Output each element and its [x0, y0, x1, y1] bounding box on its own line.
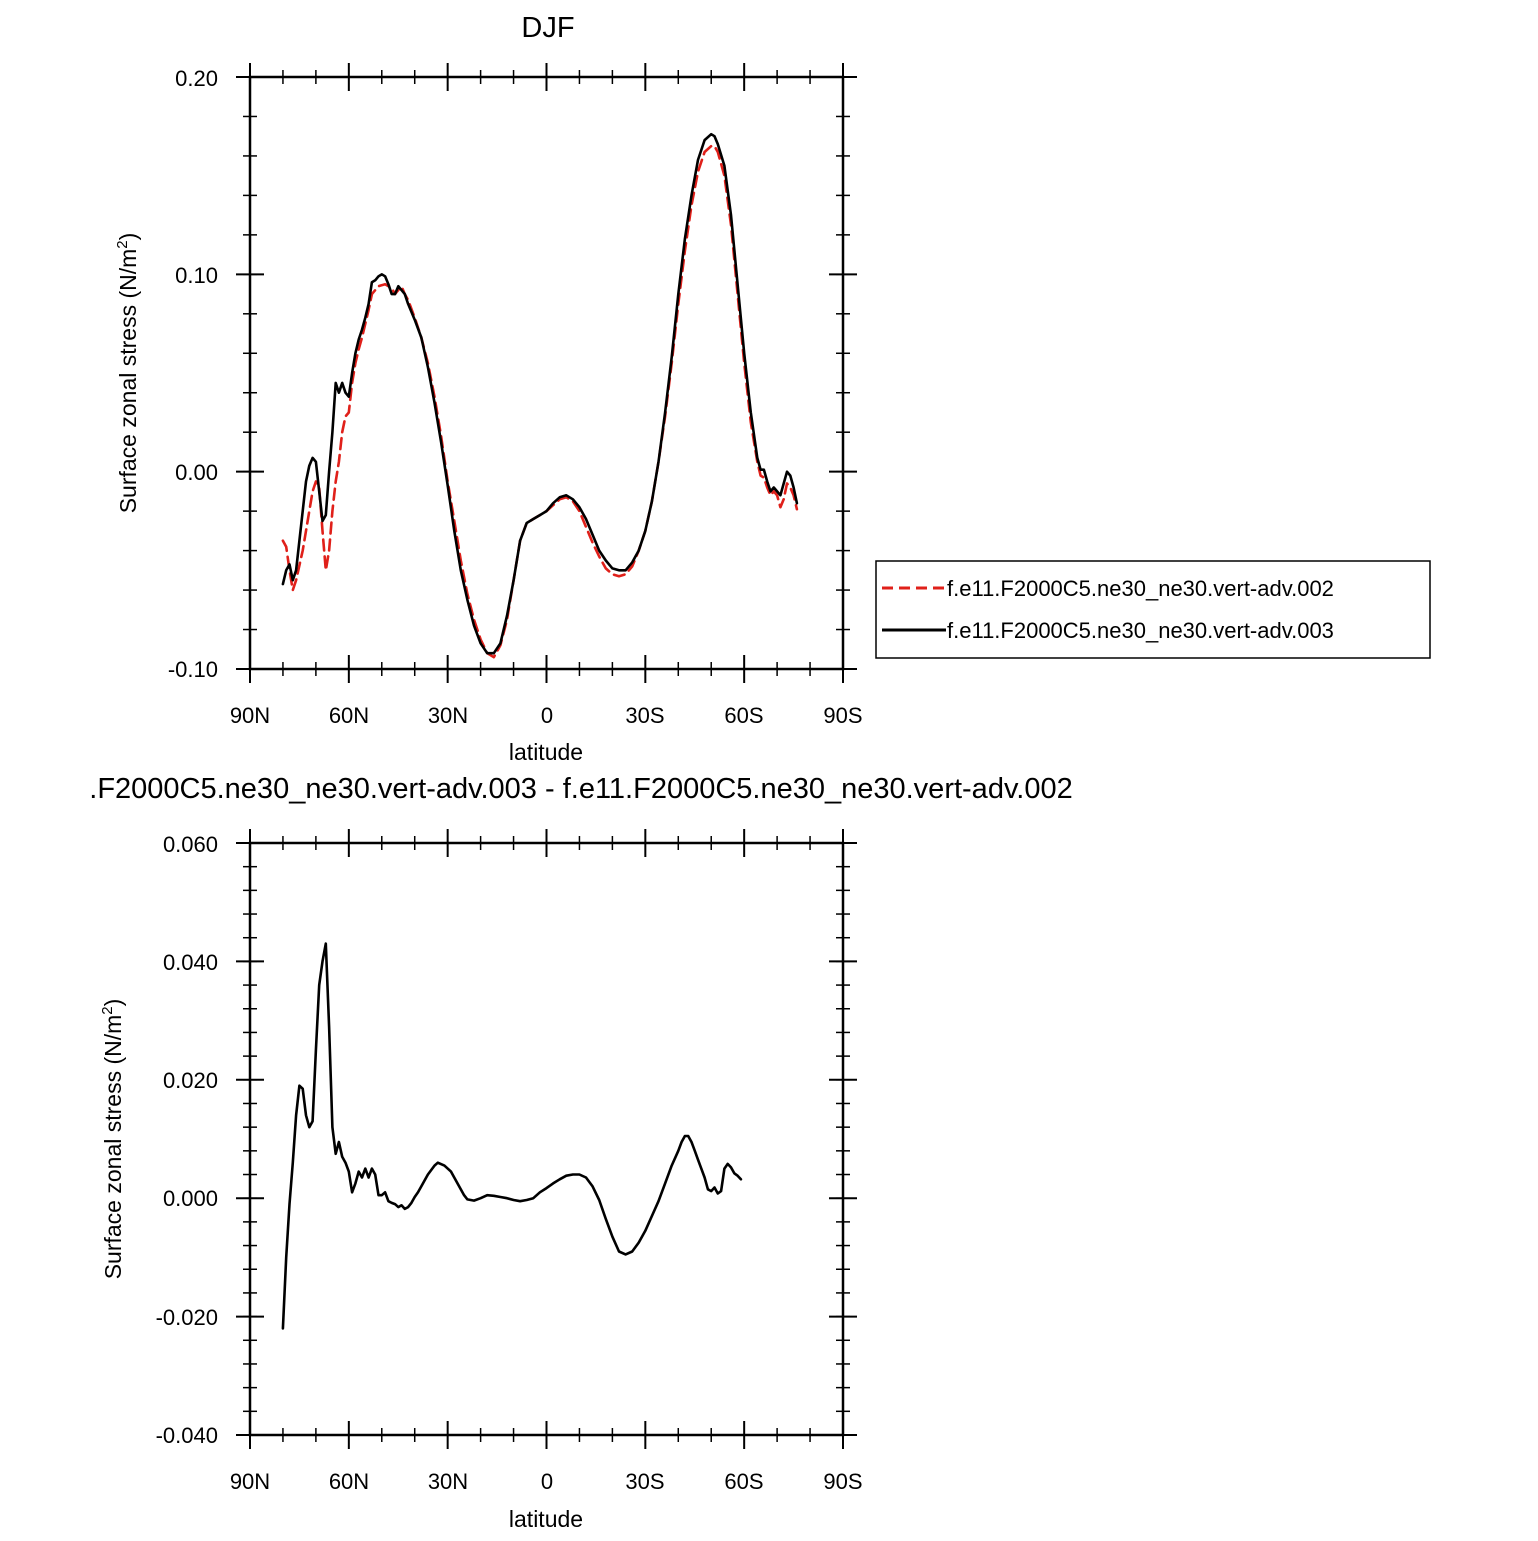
bottom-x-tick-label: 30S — [625, 1469, 664, 1494]
bottom-y-tick-label: 0.000 — [163, 1186, 218, 1211]
bottom-x-tick-label: 30N — [428, 1469, 468, 1494]
bottom-chart-title: .F2000C5.ne30_ne30.vert-adv.003 - f.e11.… — [89, 773, 1072, 805]
top-y-tick-label: 0.10 — [175, 263, 218, 288]
top-x-tick-label: 30S — [625, 703, 664, 728]
top-x-tick-label: 60S — [724, 703, 763, 728]
bottom-x-ticks — [249, 829, 844, 1449]
series-line-0-1 — [281, 132, 799, 655]
top-series-layer — [281, 132, 799, 659]
top-x-tick-label: 60N — [329, 703, 369, 728]
bottom-series-layer — [281, 942, 743, 1330]
top-y-axis-label: Surface zonal stress (N/m2) — [114, 233, 141, 514]
legend: f.e11.F2000C5.ne30_ne30.vert-adv.002 f.e… — [875, 560, 1431, 659]
top-y-ticks — [236, 76, 857, 670]
bottom-y-tick-label: 0.060 — [163, 832, 218, 857]
top-panel: DJF -0.10 0.00 0.10 0.20 90N 60N 30N 0 3… — [114, 12, 1431, 765]
bottom-y-label-close: ) — [100, 999, 126, 1007]
bottom-x-tick-label: 60N — [329, 1469, 369, 1494]
bottom-y-label-superscript: 2 — [99, 1006, 116, 1014]
top-x-tick-label: 0 — [541, 703, 553, 728]
top-y-tick-label: -0.10 — [168, 657, 218, 682]
legend-label-series-002: f.e11.F2000C5.ne30_ne30.vert-adv.002 — [947, 576, 1334, 601]
series-line-0-0 — [281, 144, 799, 659]
bottom-y-tick-label: -0.020 — [156, 1305, 218, 1330]
bottom-y-tick-label: 0.040 — [163, 950, 218, 975]
top-x-tick-label: 90N — [230, 703, 270, 728]
top-x-ticks — [249, 63, 844, 683]
top-plot-frame — [248, 75, 845, 671]
bottom-y-label-main: Surface zonal stress (N/m — [100, 1015, 126, 1280]
top-y-label-close: ) — [115, 233, 141, 241]
top-x-tick-label: 30N — [428, 703, 468, 728]
bottom-x-tick-label: 0 — [541, 1469, 553, 1494]
bottom-x-tick-label: 90N — [230, 1469, 270, 1494]
top-y-tick-label: 0.00 — [175, 460, 218, 485]
legend-label-series-003: f.e11.F2000C5.ne30_ne30.vert-adv.003 — [947, 618, 1334, 643]
legend-box — [875, 560, 1431, 659]
bottom-x-axis-label: latitude — [509, 1506, 583, 1532]
bottom-y-tick-label: -0.040 — [156, 1423, 218, 1448]
bottom-y-axis-label: Surface zonal stress (N/m2) — [99, 999, 126, 1280]
top-x-axis-label: latitude — [509, 739, 583, 765]
bottom-panel: .F2000C5.ne30_ne30.vert-adv.003 - f.e11.… — [89, 773, 1072, 1532]
bottom-plot-frame — [248, 841, 845, 1437]
top-chart-title: DJF — [521, 12, 574, 44]
bottom-y-ticks — [236, 842, 857, 1436]
top-x-tick-label: 90S — [823, 703, 862, 728]
bottom-x-tick-label: 90S — [823, 1469, 862, 1494]
top-y-label-superscript: 2 — [114, 240, 131, 248]
bottom-x-tick-label: 60S — [724, 1469, 763, 1494]
top-y-tick-label: 0.20 — [175, 66, 218, 91]
bottom-y-tick-label: 0.020 — [163, 1068, 218, 1093]
series-line-1-0 — [281, 942, 743, 1330]
top-y-label-main: Surface zonal stress (N/m — [115, 249, 141, 514]
